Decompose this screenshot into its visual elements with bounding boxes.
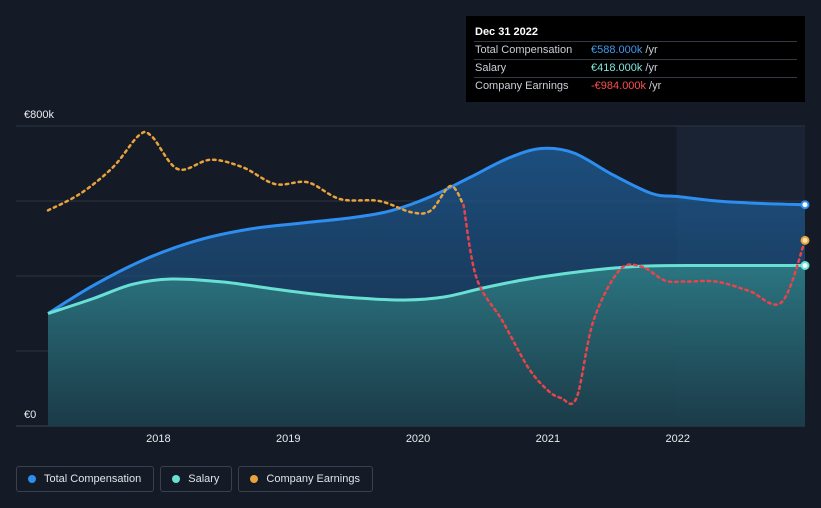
legend-label: Company Earnings xyxy=(266,473,360,485)
legend-label: Salary xyxy=(188,473,220,485)
tooltip-value: -€984.000k xyxy=(591,80,647,92)
tooltip-label: Salary xyxy=(475,62,507,74)
x-tick-label: 2018 xyxy=(146,433,170,445)
total-compensation-line xyxy=(47,146,806,315)
tooltip-row-earnings: Company Earnings -€984.000k /yr xyxy=(474,77,797,95)
tooltip-unit: /yr xyxy=(645,62,658,74)
tooltip-label: Company Earnings xyxy=(475,80,569,92)
earnings-loss-segment xyxy=(462,203,807,406)
salary-end-point xyxy=(800,261,810,270)
legend-dot-icon xyxy=(28,475,36,483)
salary-line xyxy=(47,263,805,315)
x-tick-label: 2022 xyxy=(666,433,690,445)
total-compensation-end-point xyxy=(800,200,810,210)
legend-item-company-earnings[interactable]: Company Earnings xyxy=(238,466,373,492)
y-tick-label: €0 xyxy=(24,409,36,421)
legend-item-salary[interactable]: Salary xyxy=(160,466,233,492)
tooltip-row-salary: Salary €418.000k /yr xyxy=(474,59,797,77)
tooltip-unit: /yr xyxy=(649,80,662,92)
tooltip-row-total: Total Compensation €588.000k /yr xyxy=(474,41,797,59)
legend-item-total-compensation[interactable]: Total Compensation xyxy=(16,466,155,492)
legend: Total Compensation Salary Company Earnin… xyxy=(16,466,373,492)
tooltip-value: €588.000k xyxy=(591,44,643,56)
legend-label: Total Compensation xyxy=(44,473,142,485)
earnings-profit-segment xyxy=(46,130,465,215)
tooltip: Dec 31 2022 Total Compensation €588.000k… xyxy=(466,16,805,102)
x-tick-label: 2021 xyxy=(536,433,560,445)
x-tick-label: 2019 xyxy=(276,433,300,445)
company-earnings-line xyxy=(46,130,807,406)
tooltip-date: Dec 31 2022 xyxy=(475,26,538,38)
tooltip-unit: /yr xyxy=(645,44,658,56)
y-tick-label: €800k xyxy=(24,109,54,121)
x-tick-label: 2020 xyxy=(406,433,430,445)
salary-area xyxy=(48,265,805,426)
tooltip-label: Total Compensation xyxy=(475,44,573,56)
tooltip-value: €418.000k xyxy=(591,62,643,74)
axis-labels: €800k €0 2018 2019 2020 2021 2022 xyxy=(24,109,690,445)
earnings-end-point xyxy=(800,235,810,245)
end-markers xyxy=(800,200,810,270)
legend-dot-icon xyxy=(172,475,181,483)
legend-dot-icon xyxy=(250,475,259,483)
